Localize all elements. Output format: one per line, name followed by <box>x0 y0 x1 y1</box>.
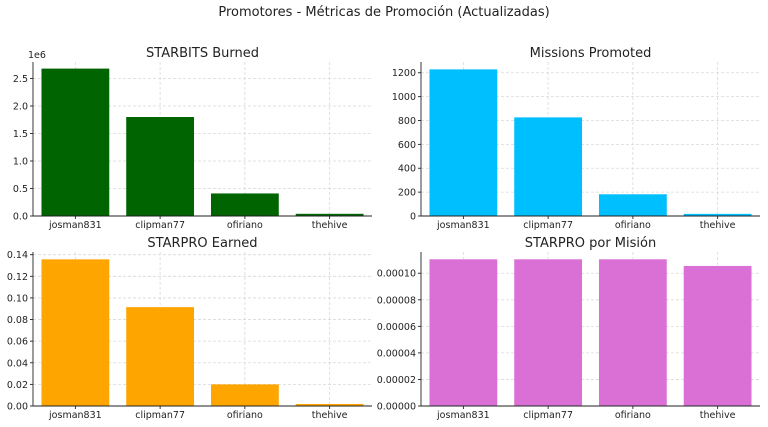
x-tick-label: clipman77 <box>523 220 573 231</box>
x-tick-label: clipman77 <box>135 220 185 231</box>
x-tick-label: ofiriano <box>615 410 651 421</box>
x-tick-label: clipman77 <box>523 410 573 421</box>
y-tick-label: 0.10 <box>7 293 28 304</box>
bar-josman831 <box>429 259 498 406</box>
y-tick-label: 1200 <box>392 68 416 79</box>
y-tick-label: 0.02 <box>7 380 28 391</box>
bar-thehive <box>683 213 752 216</box>
y-tick-label: 0.00006 <box>377 322 416 333</box>
y-tick-label: 0.04 <box>7 358 28 369</box>
x-tick-label: ofiriano <box>227 410 263 421</box>
bar-clipman77 <box>514 117 583 216</box>
y-tick-label: 0.08 <box>7 315 28 326</box>
y-tick-label: 0.0 <box>13 212 28 223</box>
bar-clipman77 <box>126 307 195 406</box>
y-tick-label: 400 <box>398 164 416 175</box>
x-tick-label: thehive <box>700 410 736 421</box>
y-tick-label: 0.00008 <box>377 295 416 306</box>
y-tick-label: 200 <box>398 188 416 199</box>
x-tick-label: thehive <box>312 220 348 231</box>
subplot-2: 0 200 400 600 800 1000 1200 josman831 clipman77 o… <box>392 46 760 231</box>
figure-title: Promotores - Métricas de Promoción (Actu… <box>218 5 549 20</box>
bar-thehive <box>295 403 364 406</box>
bar-josman831 <box>41 259 110 406</box>
y-tick-label: 0.00010 <box>377 269 416 280</box>
subplot-title: STARPRO Earned <box>147 236 257 251</box>
y-tick-label: 0.12 <box>7 272 28 283</box>
x-tick-label: ofiriano <box>227 220 263 231</box>
subplots: 0.0 0.5 1.0 1.5 2.0 2.5 josman831 clipman77 ofir… <box>7 46 760 421</box>
bar-ofiriano <box>598 194 667 216</box>
subplot-title: STARPRO por Misión <box>525 236 656 251</box>
subplot-4: 0.00000 0.00002 0.00004 0.00006 0.00008 0.000… <box>377 236 760 421</box>
y-tick-label: 1.0 <box>13 157 28 168</box>
x-tick-label: ofiriano <box>615 220 651 231</box>
y-tick-label: 600 <box>398 140 416 151</box>
subplot-title: Missions Promoted <box>530 46 652 61</box>
y-tick-label: 0.00000 <box>377 402 416 413</box>
y-tick-label: 0.06 <box>7 337 28 348</box>
bar-thehive <box>295 213 364 216</box>
y-tick-label: 1.5 <box>13 129 28 140</box>
x-tick-label: thehive <box>312 410 348 421</box>
x-tick-label: josman831 <box>48 410 102 421</box>
axis-offset-text: 1e6 <box>28 50 46 61</box>
subplot-title: STARBITS Burned <box>146 46 259 61</box>
y-tick-label: 0.00002 <box>377 375 416 386</box>
y-tick-label: 2.0 <box>13 102 28 113</box>
y-tick-label: 2.5 <box>13 74 28 85</box>
bar-clipman77 <box>514 259 583 406</box>
bar-josman831 <box>429 69 498 216</box>
bar-ofiriano <box>210 384 279 406</box>
bar-josman831 <box>41 68 110 216</box>
bar-ofiriano <box>598 259 667 406</box>
subplot-1: 0.0 0.5 1.0 1.5 2.0 2.5 josman831 clipman77 ofir… <box>13 46 372 231</box>
bar-clipman77 <box>126 117 195 216</box>
y-tick-label: 0.00004 <box>377 348 416 359</box>
y-tick-label: 0.14 <box>7 250 28 261</box>
x-tick-label: josman831 <box>48 220 102 231</box>
y-tick-label: 800 <box>398 116 416 127</box>
subplot-3: 0.00 0.02 0.04 0.06 0.08 0.10 0.12 0.14 josman83… <box>7 236 372 421</box>
x-tick-label: clipman77 <box>135 410 185 421</box>
bar-thehive <box>683 265 752 406</box>
y-tick-label: 1000 <box>392 92 416 103</box>
y-tick-label: 0 <box>410 212 416 223</box>
bar-ofiriano <box>210 193 279 216</box>
x-tick-label: josman831 <box>436 410 490 421</box>
y-tick-label: 0.5 <box>13 184 28 195</box>
x-tick-label: thehive <box>700 220 736 231</box>
x-tick-label: josman831 <box>436 220 490 231</box>
y-tick-label: 0.00 <box>7 402 28 413</box>
